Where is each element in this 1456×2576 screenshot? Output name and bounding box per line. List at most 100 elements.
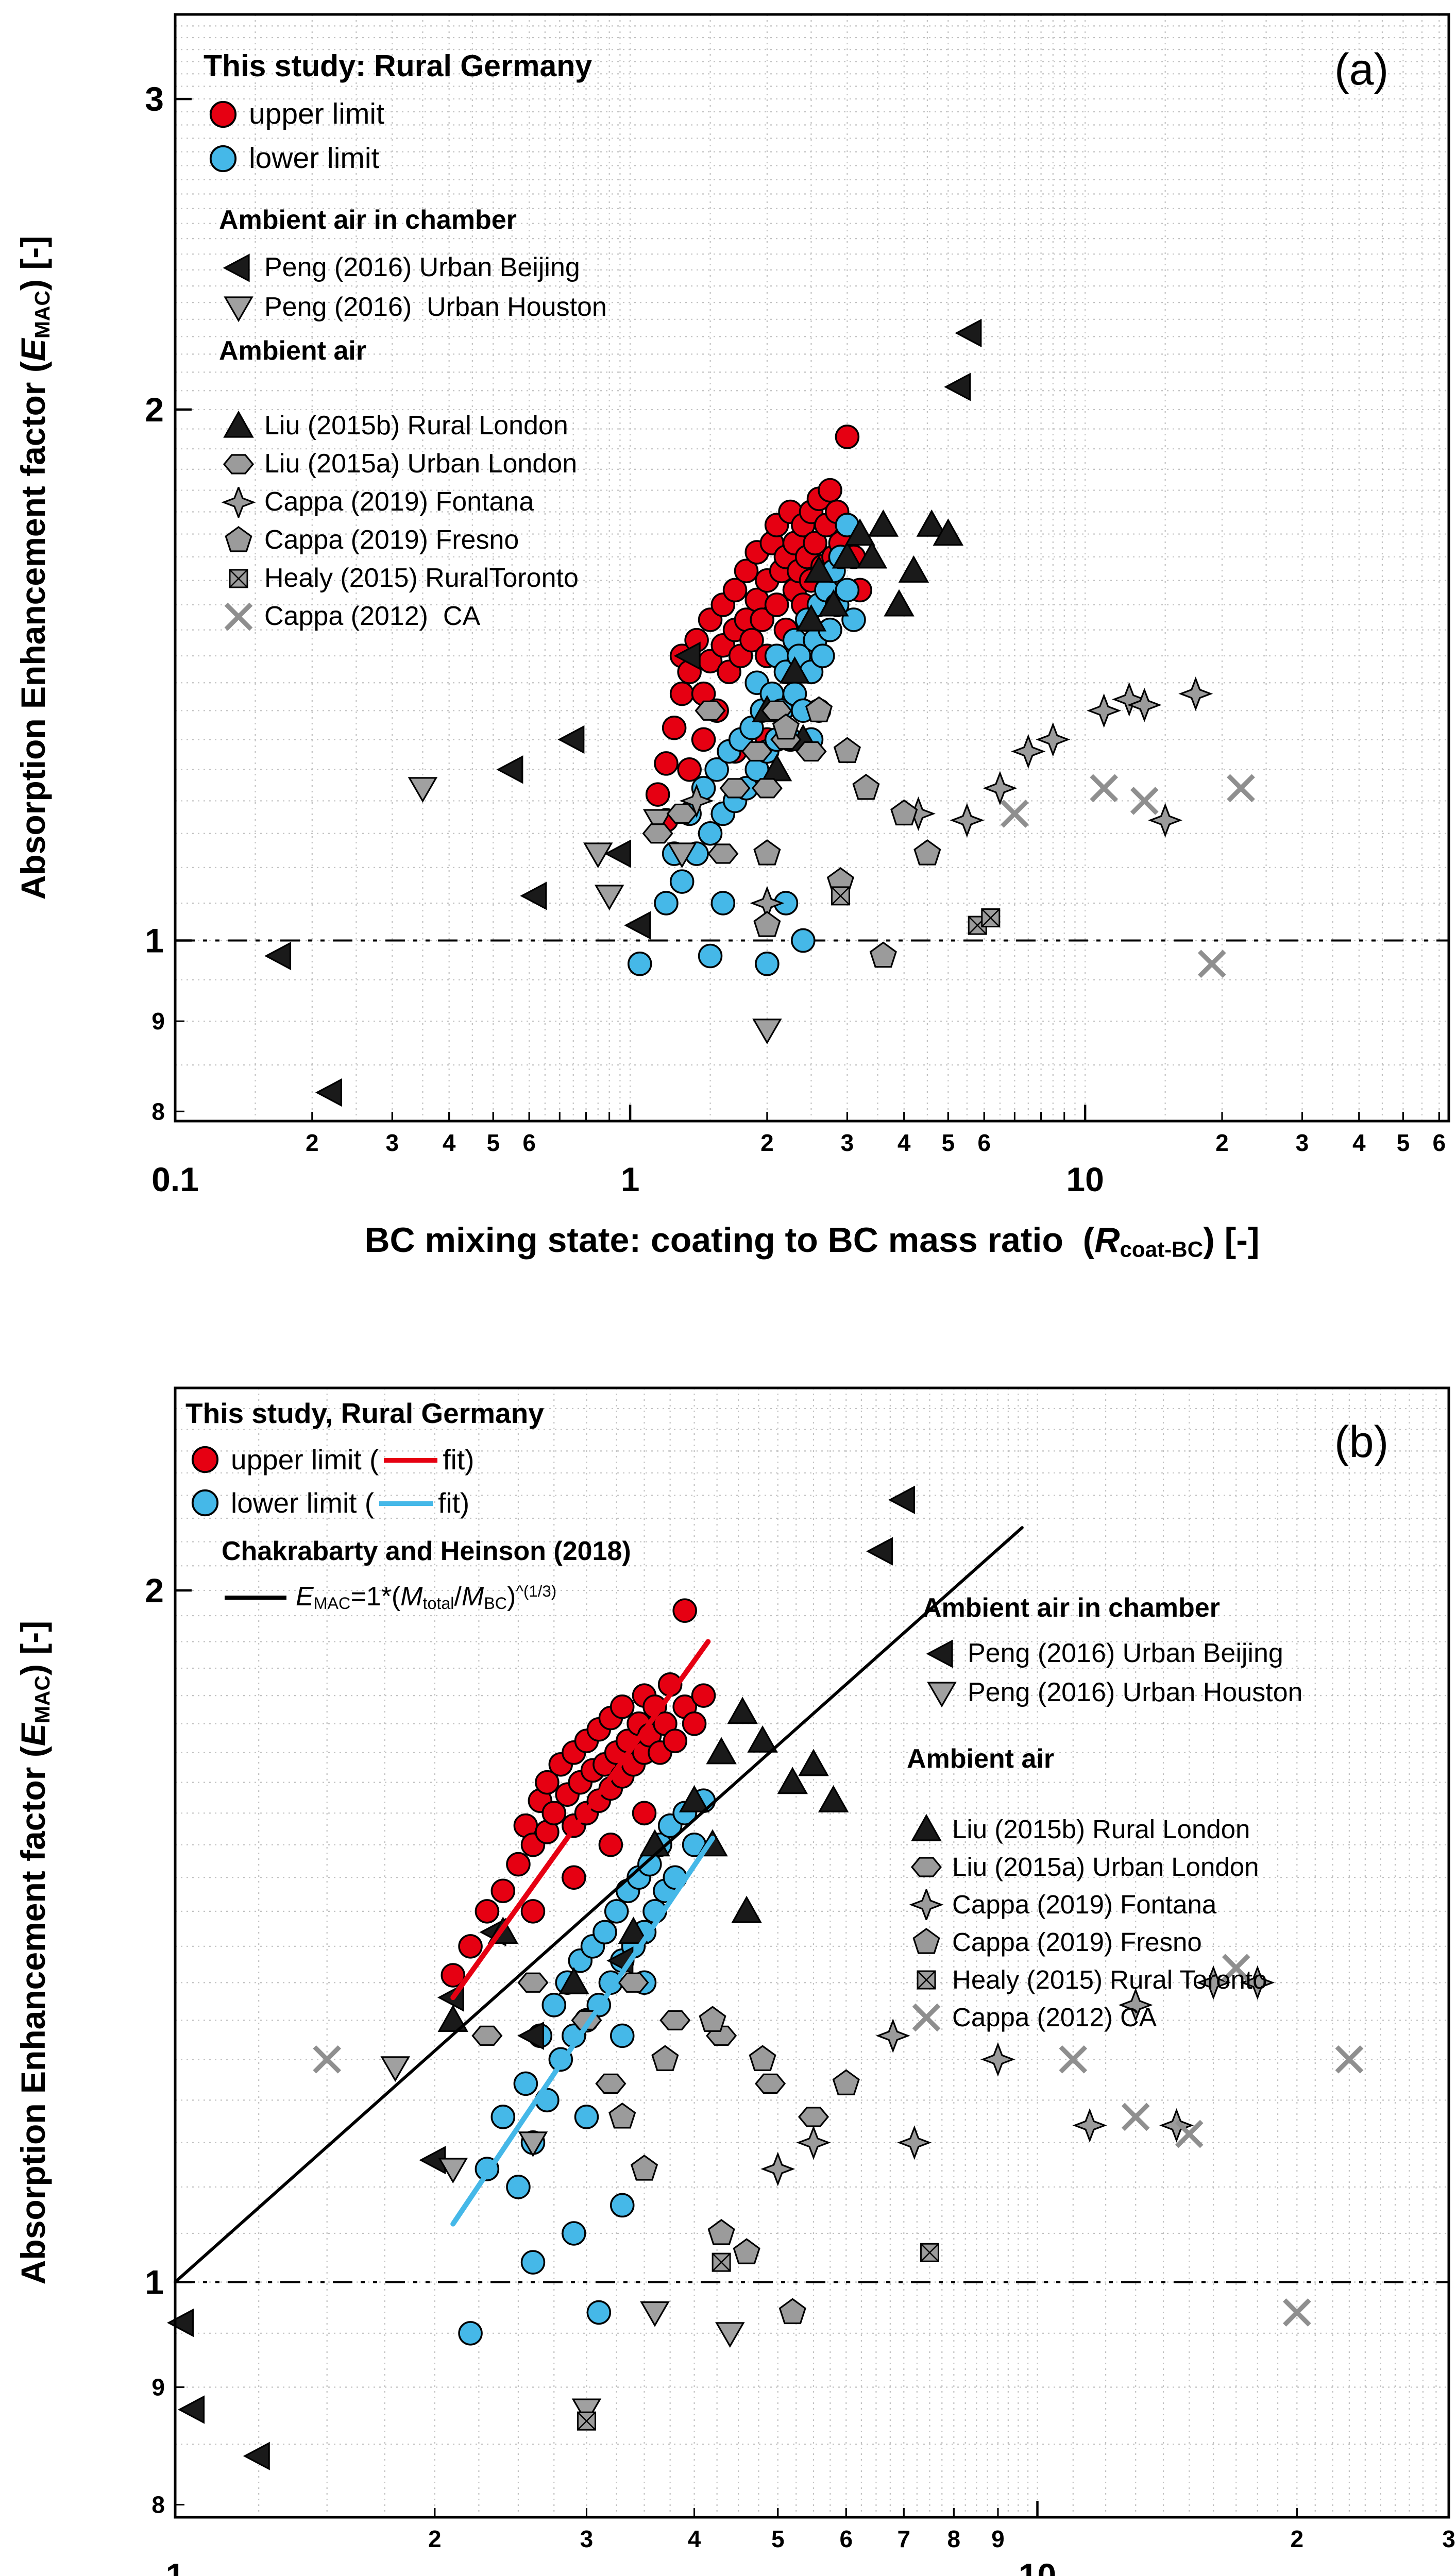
legend-item: upper limit (fit) xyxy=(185,1438,544,1481)
square-x-marker-icon xyxy=(219,563,258,594)
fit-line-swatch xyxy=(384,1458,438,1463)
svg-text:6: 6 xyxy=(522,1129,536,1156)
legend-item-label: lower limit (fit) xyxy=(231,1486,470,1519)
svg-text:6: 6 xyxy=(977,1129,991,1156)
legend-header: Ambient air xyxy=(907,1744,1055,1774)
legend-item-label: Cappa (2019) Fontana xyxy=(264,486,534,517)
legend-item: Cappa (2019) Fontana xyxy=(219,483,579,521)
svg-text:10: 10 xyxy=(1066,1160,1104,1198)
legend-item: Peng (2016) Urban Houston xyxy=(219,288,607,328)
legend-header: Ambient air in chamber xyxy=(922,1593,1220,1623)
legend-item-label: Healy (2015) Rural Toronto xyxy=(952,1964,1267,1994)
legend-chakrabarty-panel-b: Chakrabarty and Heinson (2018) EMAC=1*(Mt… xyxy=(222,1536,631,1617)
svg-text:9: 9 xyxy=(151,1008,165,1035)
svg-text:4: 4 xyxy=(1352,1129,1366,1156)
legend-item: Healy (2015) Rural Toronto xyxy=(907,1961,1267,1999)
legend-item: Liu (2015b) Rural London xyxy=(907,1811,1267,1849)
tri-up-marker-icon xyxy=(219,410,258,442)
circle-marker-icon xyxy=(185,1487,225,1518)
svg-text:6: 6 xyxy=(1432,1129,1446,1156)
svg-text:5: 5 xyxy=(771,2526,785,2552)
legend-item: upper limit xyxy=(204,92,592,137)
svg-text:3: 3 xyxy=(386,1129,399,1156)
legend-item-label: Peng (2016) Urban Beijing xyxy=(968,1638,1283,1668)
pentagon-marker-icon xyxy=(219,525,258,556)
legend-item: lower limit (fit) xyxy=(185,1481,544,1524)
legend-header: Ambient air in chamber xyxy=(219,205,517,235)
svg-text:1: 1 xyxy=(621,1160,640,1198)
y-axis-label-panel-a: Absorption Enhancement factor (EMAC) [-] xyxy=(14,235,54,900)
legend-item: Peng (2016) Urban Beijing xyxy=(219,248,607,288)
svg-text:2: 2 xyxy=(428,2526,442,2552)
legend-item-label: Liu (2015b) Rural London xyxy=(952,1814,1250,1844)
svg-text:1: 1 xyxy=(145,922,164,960)
svg-text:2: 2 xyxy=(1215,1129,1229,1156)
x-axis-label-panel-a: BC mixing state: coating to BC mass rati… xyxy=(364,1221,1260,1262)
legend-item-label: upper limit xyxy=(249,97,384,131)
svg-text:10: 10 xyxy=(1019,2556,1056,2576)
legend-item-label: Cappa (2019) Fresno xyxy=(952,1927,1202,1957)
x-marker-icon xyxy=(907,2002,946,2033)
legend-item: Peng (2016) Urban Houston xyxy=(922,1673,1302,1713)
hexagon-marker-icon xyxy=(907,1852,946,1883)
legend-header: This study: Rural Germany xyxy=(204,49,592,83)
legend-header: This study, Rural Germany xyxy=(185,1397,544,1429)
legend-item: Liu (2015b) Rural London xyxy=(219,407,579,445)
legend-item-label: Peng (2016) Urban Houston xyxy=(264,292,607,323)
legend-item-label: EMAC=1*(Mtotal/MBC)^(1/3) xyxy=(296,1582,557,1613)
legend-ambient-chamber-panel-a: Ambient air in chamber Peng (2016) Urban … xyxy=(219,205,607,328)
y-axis-label-panel-b: Absorption Enhancement factor (EMAC) [-] xyxy=(14,1620,54,2285)
svg-text:8: 8 xyxy=(151,2492,165,2518)
legend-item: Cappa (2019) Fontana xyxy=(907,1886,1267,1924)
svg-text:0.1: 0.1 xyxy=(151,1160,199,1198)
tri-left-marker-icon xyxy=(219,252,258,283)
legend-header: Chakrabarty and Heinson (2018) xyxy=(222,1536,631,1566)
legend-item-label: upper limit (fit) xyxy=(231,1443,475,1476)
legend-ambient-air-panel-b: Ambient air Liu (2015b) Rural London Liu (… xyxy=(907,1744,1267,2037)
svg-text:5: 5 xyxy=(942,1129,955,1156)
circle-marker-icon xyxy=(185,1444,225,1475)
legend-item-label: Cappa (2012) CA xyxy=(264,601,481,631)
legend-item: Liu (2015a) Urban London xyxy=(219,445,579,483)
legend-item-label: Peng (2016) Urban Houston xyxy=(968,1677,1303,1707)
star4-marker-icon xyxy=(219,486,258,518)
svg-text:2: 2 xyxy=(306,1129,319,1156)
pentagon-marker-icon xyxy=(907,1927,946,1958)
legend-item-label: Healy (2015) RuralToronto xyxy=(264,563,579,593)
svg-text:8: 8 xyxy=(947,2526,961,2552)
legend-item: lower limit xyxy=(204,137,592,181)
legend-item-label: Liu (2015a) Urban London xyxy=(264,448,578,479)
legend-item-label: Peng (2016) Urban Beijing xyxy=(264,252,580,283)
legend-item: Peng (2016) Urban Beijing xyxy=(922,1634,1302,1673)
svg-text:3: 3 xyxy=(145,80,164,118)
legend-item-label: Liu (2015b) Rural London xyxy=(264,410,568,440)
legend-ambient-chamber-panel-b: Ambient air in chamber Peng (2016) Urban … xyxy=(922,1593,1302,1713)
legend-this-study-panel-b: This study, Rural Germany upper limit (fi… xyxy=(185,1397,544,1524)
svg-text:1: 1 xyxy=(166,2556,185,2576)
legend-ambient-air-panel-a: Ambient air Liu (2015b) Rural London Liu (… xyxy=(219,336,579,636)
svg-text:4: 4 xyxy=(898,1129,911,1156)
svg-text:3: 3 xyxy=(580,2526,594,2552)
legend-item-label: lower limit xyxy=(249,142,380,175)
legend-item-label: Liu (2015a) Urban London xyxy=(952,1852,1259,1882)
legend-header: Ambient air xyxy=(219,336,367,366)
legend-item: Cappa (2012) CA xyxy=(907,1999,1267,2037)
legend-item: Cappa (2019) Fresno xyxy=(219,521,579,560)
legend-this-study-panel-a: This study: Rural Germany upper limit lowe… xyxy=(204,49,592,181)
svg-text:3: 3 xyxy=(1296,1129,1309,1156)
svg-text:9: 9 xyxy=(991,2526,1005,2552)
legend-item: EMAC=1*(Mtotal/MBC)^(1/3) xyxy=(222,1579,631,1617)
svg-text:3: 3 xyxy=(841,1129,854,1156)
hexagon-marker-icon xyxy=(219,449,258,480)
tri-down-marker-icon xyxy=(922,1677,961,1708)
legend-item-label: Cappa (2019) Fresno xyxy=(264,524,519,555)
svg-text:8: 8 xyxy=(151,1098,165,1125)
legend-item-label: Cappa (2012) CA xyxy=(952,2002,1157,2032)
svg-text:6: 6 xyxy=(839,2526,853,2552)
x-marker-icon xyxy=(219,601,258,632)
svg-text:1: 1 xyxy=(145,2263,164,2301)
legend-item: Cappa (2019) Fresno xyxy=(907,1924,1267,1961)
svg-text:4: 4 xyxy=(443,1129,456,1156)
